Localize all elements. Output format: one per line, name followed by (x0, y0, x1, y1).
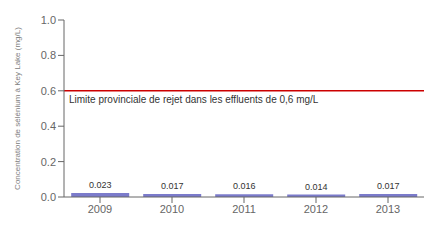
svg-text:0.0: 0.0 (41, 191, 56, 203)
svg-text:2013: 2013 (376, 203, 400, 215)
svg-text:0.017: 0.017 (377, 181, 400, 191)
svg-text:2010: 2010 (160, 203, 184, 215)
svg-text:2012: 2012 (304, 203, 328, 215)
svg-text:2011: 2011 (232, 203, 256, 215)
svg-text:2009: 2009 (88, 203, 112, 215)
svg-text:Concentration de sélénium à Ke: Concentration de sélénium à Key Lake (mg… (13, 27, 22, 190)
svg-text:0.023: 0.023 (89, 180, 112, 190)
svg-text:0.4: 0.4 (41, 120, 56, 132)
svg-text:0.6: 0.6 (41, 85, 56, 97)
svg-text:0.017: 0.017 (161, 181, 184, 191)
svg-text:1.0: 1.0 (41, 14, 56, 26)
svg-text:Limite provinciale de rejet da: Limite provinciale de rejet dans les eff… (69, 94, 319, 105)
svg-text:0.8: 0.8 (41, 49, 56, 61)
svg-text:0.014: 0.014 (305, 182, 328, 192)
svg-text:0.2: 0.2 (41, 156, 56, 168)
svg-text:0.016: 0.016 (233, 181, 256, 191)
